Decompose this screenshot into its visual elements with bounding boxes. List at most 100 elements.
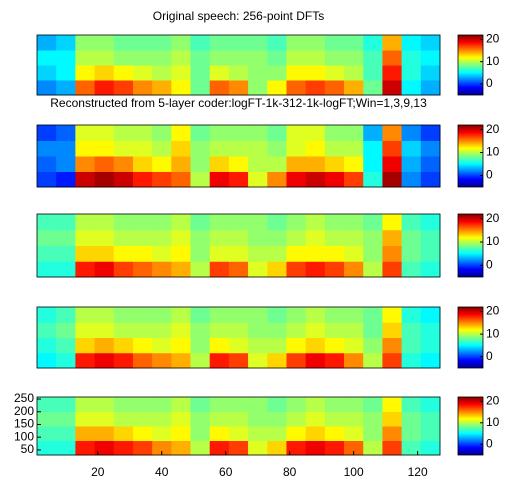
cell bbox=[248, 261, 268, 278]
cell bbox=[324, 214, 345, 231]
colorbar-tick-label: 0 bbox=[486, 258, 493, 272]
cell bbox=[152, 214, 172, 231]
cell bbox=[363, 50, 383, 66]
cell bbox=[37, 229, 57, 246]
cell bbox=[344, 50, 364, 66]
cell bbox=[94, 261, 115, 278]
cell bbox=[152, 322, 172, 338]
cell bbox=[305, 245, 326, 262]
cell bbox=[344, 261, 364, 278]
cell bbox=[324, 65, 345, 81]
cell bbox=[132, 65, 153, 81]
cell bbox=[75, 337, 96, 354]
cell bbox=[94, 125, 115, 141]
cell bbox=[152, 397, 172, 412]
axes-frame bbox=[36, 124, 441, 188]
y-tick-label: 100 bbox=[14, 429, 34, 443]
colorbar bbox=[457, 306, 484, 369]
cell bbox=[420, 50, 441, 66]
cell bbox=[152, 245, 172, 262]
cell bbox=[420, 156, 441, 172]
x-tick-label: 40 bbox=[155, 465, 169, 479]
cell bbox=[37, 261, 57, 278]
cell bbox=[324, 229, 345, 246]
cell bbox=[75, 171, 96, 188]
cell bbox=[37, 352, 57, 369]
cell bbox=[344, 440, 364, 456]
cell bbox=[94, 171, 115, 188]
cell bbox=[344, 322, 364, 338]
cell bbox=[267, 352, 287, 369]
colorbar bbox=[457, 124, 484, 188]
axes-frame bbox=[36, 213, 441, 278]
cell bbox=[344, 229, 364, 246]
cell bbox=[305, 440, 326, 456]
cell bbox=[228, 261, 249, 278]
cell bbox=[132, 426, 153, 441]
cell bbox=[190, 156, 211, 172]
cell bbox=[94, 50, 115, 66]
cell bbox=[171, 35, 192, 51]
cell bbox=[363, 80, 383, 96]
cell bbox=[248, 426, 268, 441]
cell bbox=[56, 411, 76, 427]
cell bbox=[94, 35, 115, 51]
cell bbox=[56, 156, 76, 172]
cell bbox=[382, 245, 403, 262]
cell bbox=[286, 337, 307, 354]
cell bbox=[324, 426, 345, 441]
cell bbox=[132, 80, 153, 96]
panel-title: Reconstructed from 5-layer coder:logFT-1… bbox=[50, 96, 427, 110]
cell bbox=[94, 397, 115, 412]
cell bbox=[267, 35, 287, 51]
cell bbox=[113, 125, 134, 141]
cell bbox=[401, 50, 422, 66]
cell bbox=[344, 65, 364, 81]
cell bbox=[267, 397, 287, 412]
cell bbox=[248, 307, 268, 323]
cell bbox=[248, 171, 268, 188]
cell bbox=[56, 440, 76, 456]
cell bbox=[209, 80, 230, 96]
cell bbox=[37, 426, 57, 441]
cell bbox=[56, 214, 76, 231]
cell bbox=[305, 229, 326, 246]
cell bbox=[190, 140, 211, 157]
cell bbox=[401, 229, 422, 246]
cell bbox=[305, 156, 326, 172]
cell bbox=[305, 397, 326, 412]
cell bbox=[228, 80, 249, 96]
cell bbox=[37, 140, 57, 157]
cell bbox=[209, 440, 230, 456]
cell bbox=[37, 214, 57, 231]
cell bbox=[382, 65, 403, 81]
cell bbox=[363, 337, 383, 354]
cell bbox=[363, 171, 383, 188]
cell bbox=[228, 171, 249, 188]
cell bbox=[382, 156, 403, 172]
cell bbox=[305, 35, 326, 51]
cell bbox=[305, 322, 326, 338]
cell bbox=[132, 125, 153, 141]
cell bbox=[75, 156, 96, 172]
cell bbox=[401, 261, 422, 278]
cell bbox=[209, 426, 230, 441]
cell bbox=[363, 352, 383, 369]
cell bbox=[56, 337, 76, 354]
x-tick-label: 80 bbox=[283, 465, 297, 479]
cell bbox=[37, 125, 57, 141]
x-tick-label: 60 bbox=[219, 465, 233, 479]
cell bbox=[324, 307, 345, 323]
cell bbox=[75, 214, 96, 231]
cell bbox=[267, 171, 287, 188]
cell bbox=[228, 229, 249, 246]
cell bbox=[56, 65, 76, 81]
cell bbox=[190, 35, 211, 51]
cell bbox=[171, 337, 192, 354]
cell bbox=[324, 337, 345, 354]
cell bbox=[382, 411, 403, 427]
cell bbox=[248, 440, 268, 456]
cell bbox=[401, 35, 422, 51]
cell bbox=[267, 156, 287, 172]
cell bbox=[344, 337, 364, 354]
